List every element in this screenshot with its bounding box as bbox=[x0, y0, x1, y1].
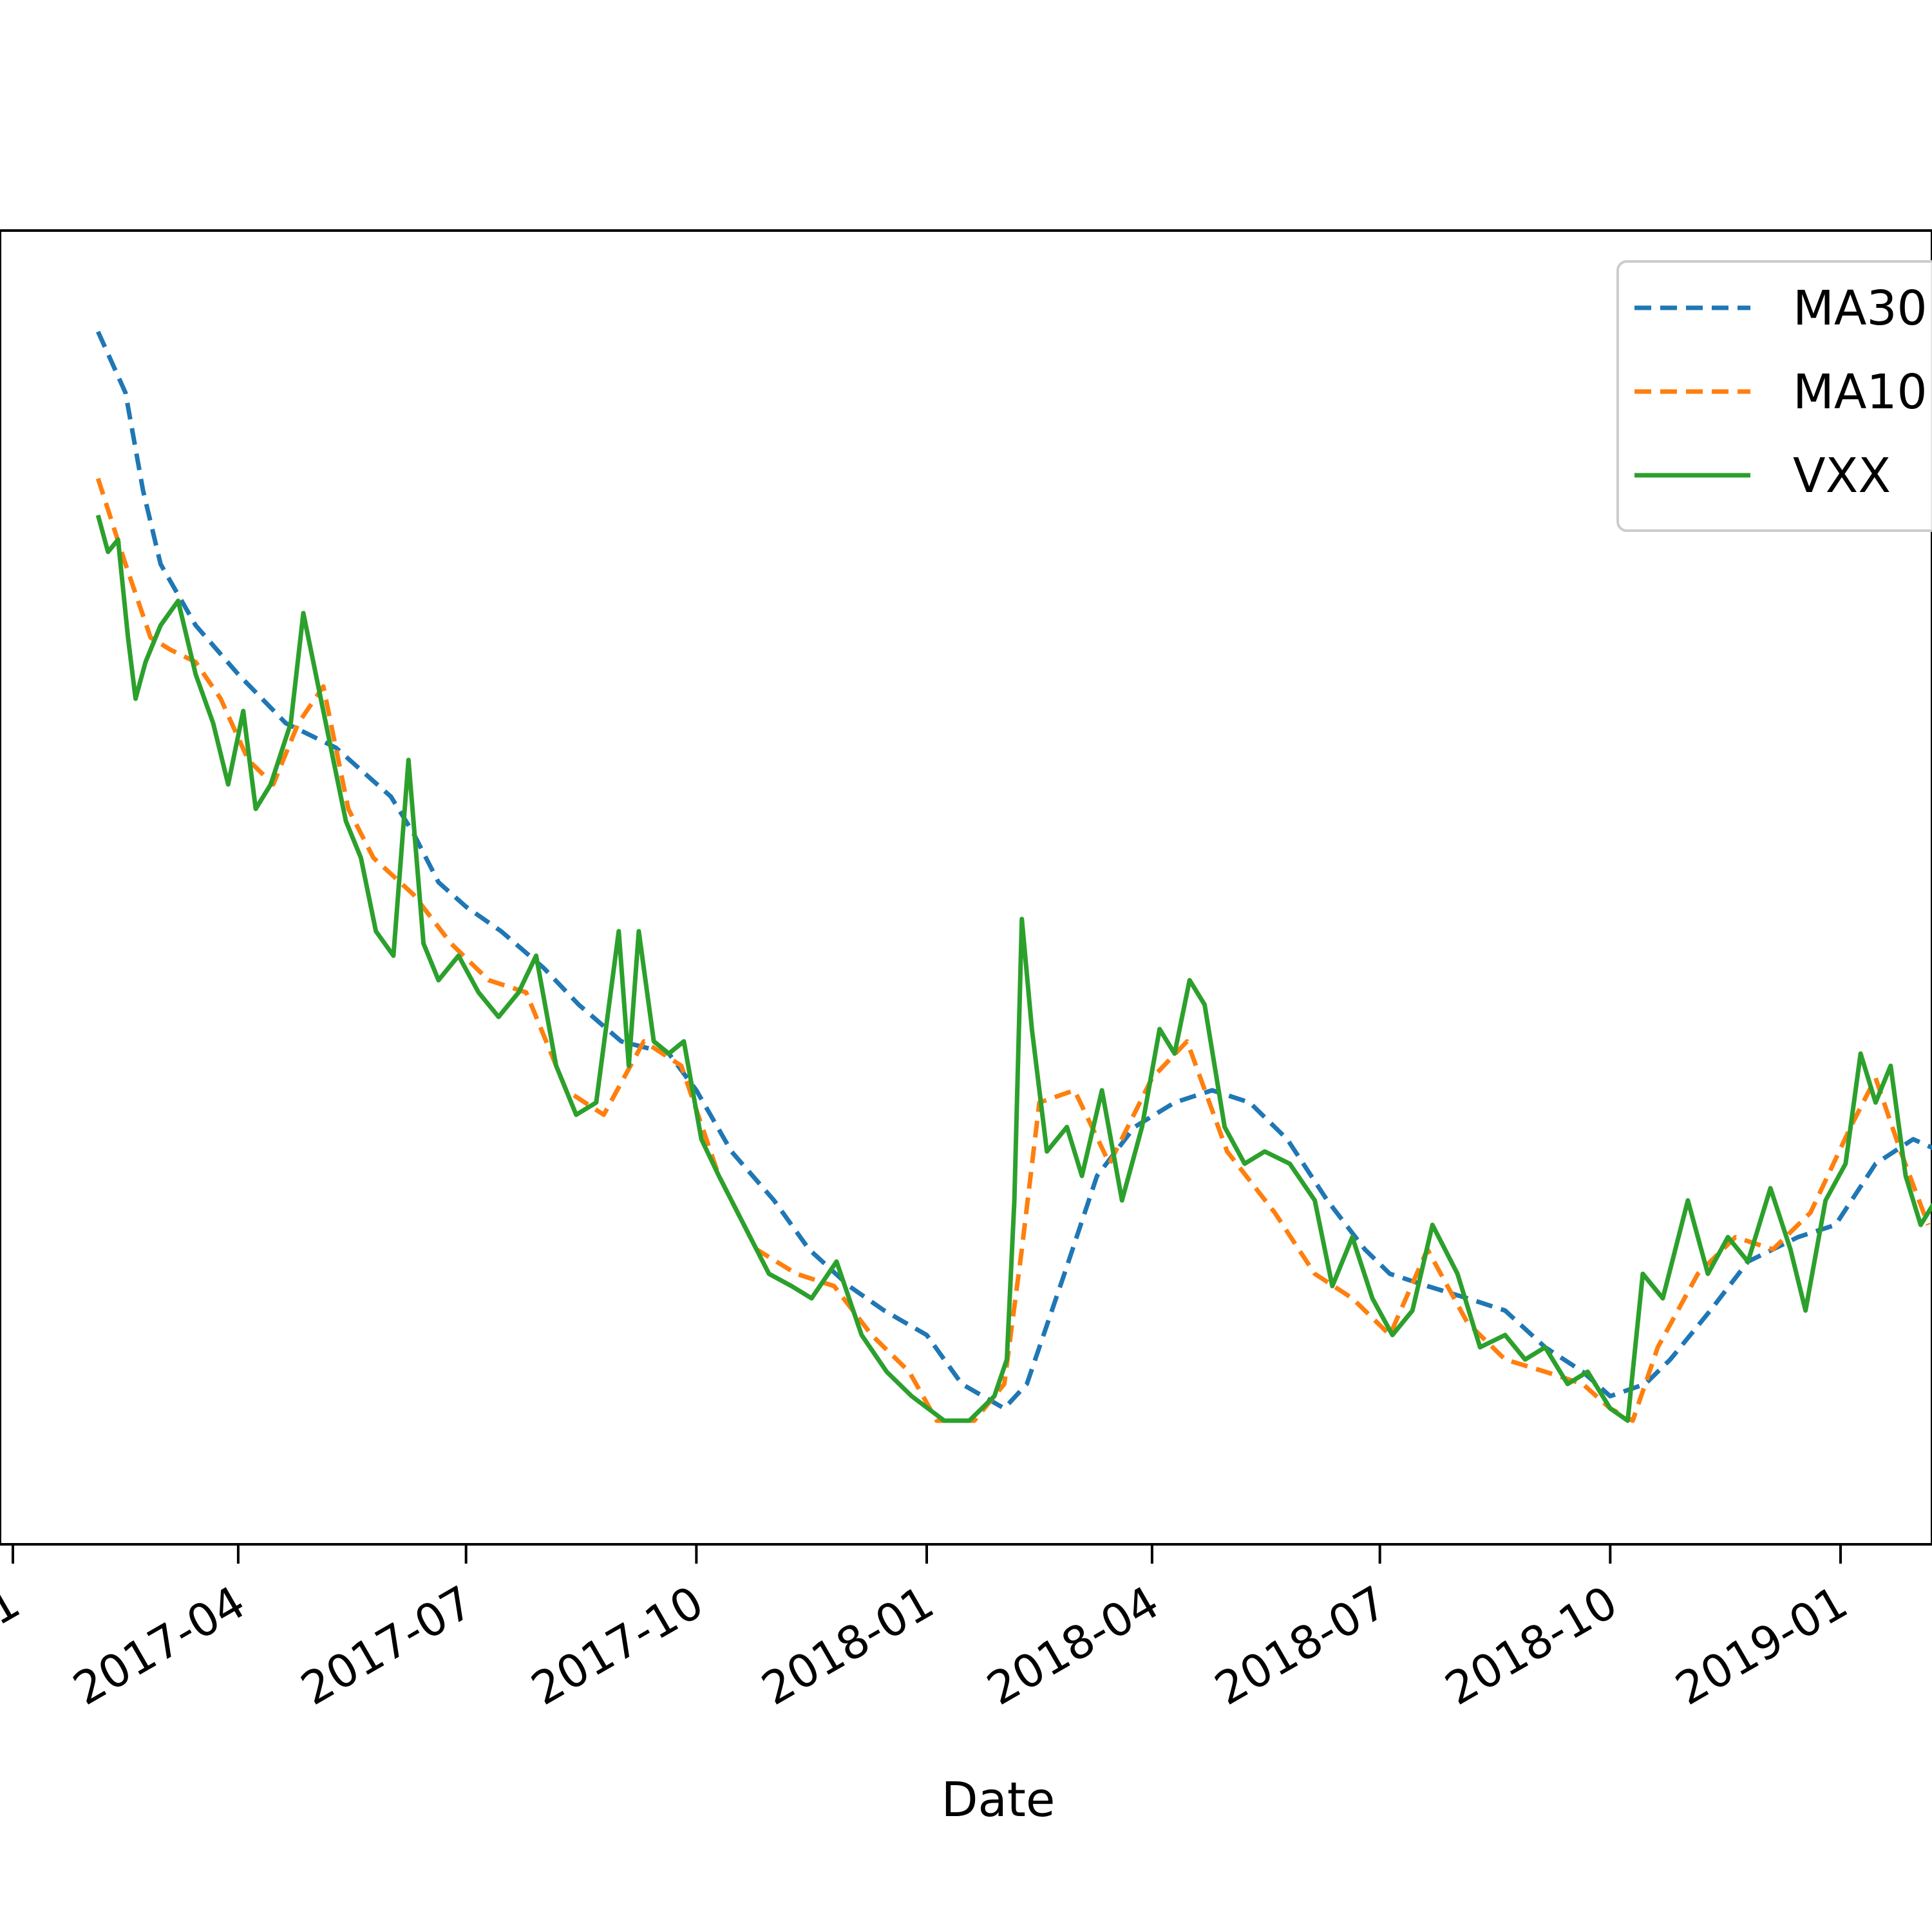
legend-label-ma30: MA30 bbox=[1793, 281, 1927, 336]
legend: MA30 MA10 VXX bbox=[1616, 260, 1932, 532]
x-axis-label: Date bbox=[942, 1772, 1056, 1828]
legend-label-ma10: MA10 bbox=[1793, 365, 1927, 420]
series-line-vxx bbox=[95, 515, 1932, 1423]
legend-label-vxx: VXX bbox=[1793, 448, 1891, 504]
legend-box bbox=[1616, 260, 1932, 532]
plot-area bbox=[0, 229, 1932, 1546]
series-group bbox=[95, 330, 1932, 1423]
axes-frame bbox=[0, 229, 1932, 1546]
legend-items: MA30 MA10 VXX bbox=[1634, 281, 1927, 504]
